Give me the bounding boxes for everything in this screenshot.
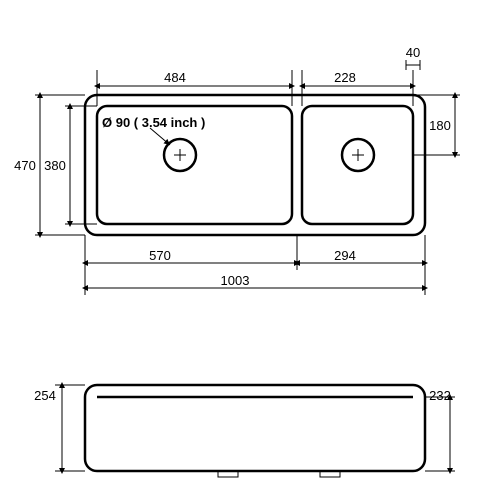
svg-text:294: 294 (334, 248, 356, 263)
dim-254: 254 (34, 385, 85, 471)
sink-drawing: Ø 90 ( 3.54 inch ) 40 484 228 (0, 0, 500, 500)
svg-text:232: 232 (429, 388, 451, 403)
dim-380: 380 (44, 106, 97, 224)
svg-text:1003: 1003 (221, 273, 250, 288)
top-view: Ø 90 ( 3.54 inch ) (85, 95, 425, 235)
dim-232: 232 (425, 388, 455, 471)
dim-484: 484 (97, 70, 292, 106)
svg-text:470: 470 (14, 158, 36, 173)
svg-text:380: 380 (44, 158, 66, 173)
svg-text:228: 228 (334, 70, 356, 85)
top-bowl-right (302, 106, 413, 224)
dim-570: 570 (85, 235, 297, 270)
dim-40: 40 (406, 45, 420, 70)
svg-text:484: 484 (164, 70, 186, 85)
svg-text:180: 180 (429, 118, 451, 133)
svg-text:570: 570 (149, 248, 171, 263)
dim-180: 180 (413, 95, 460, 155)
drain-diameter-label: Ø 90 ( 3.54 inch ) (102, 115, 205, 130)
dim-294: 294 (297, 235, 425, 270)
front-view: 254 232 (34, 385, 455, 477)
dim-1003: 1003 (85, 270, 425, 295)
svg-text:254: 254 (34, 388, 56, 403)
svg-text:40: 40 (406, 45, 420, 60)
drain-leader (150, 128, 170, 145)
top-view-dimensions: 40 484 228 180 380 (14, 45, 460, 295)
dim-228: 228 (302, 70, 413, 106)
